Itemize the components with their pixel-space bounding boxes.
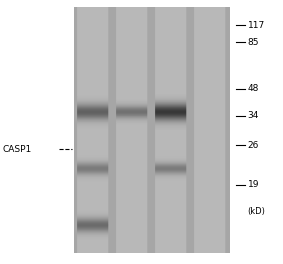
Text: 34: 34 [248,111,259,120]
Text: 85: 85 [248,38,259,47]
Bar [116,8,147,253]
Bar [77,8,108,253]
Text: CASP1: CASP1 [3,145,32,154]
Bar [74,8,229,253]
Text: 48: 48 [248,84,259,93]
Text: 26: 26 [248,141,259,150]
Bar [155,8,186,253]
Bar [194,8,225,253]
Text: (kD): (kD) [248,207,265,216]
Text: 19: 19 [248,180,259,189]
Text: 117: 117 [248,21,265,30]
